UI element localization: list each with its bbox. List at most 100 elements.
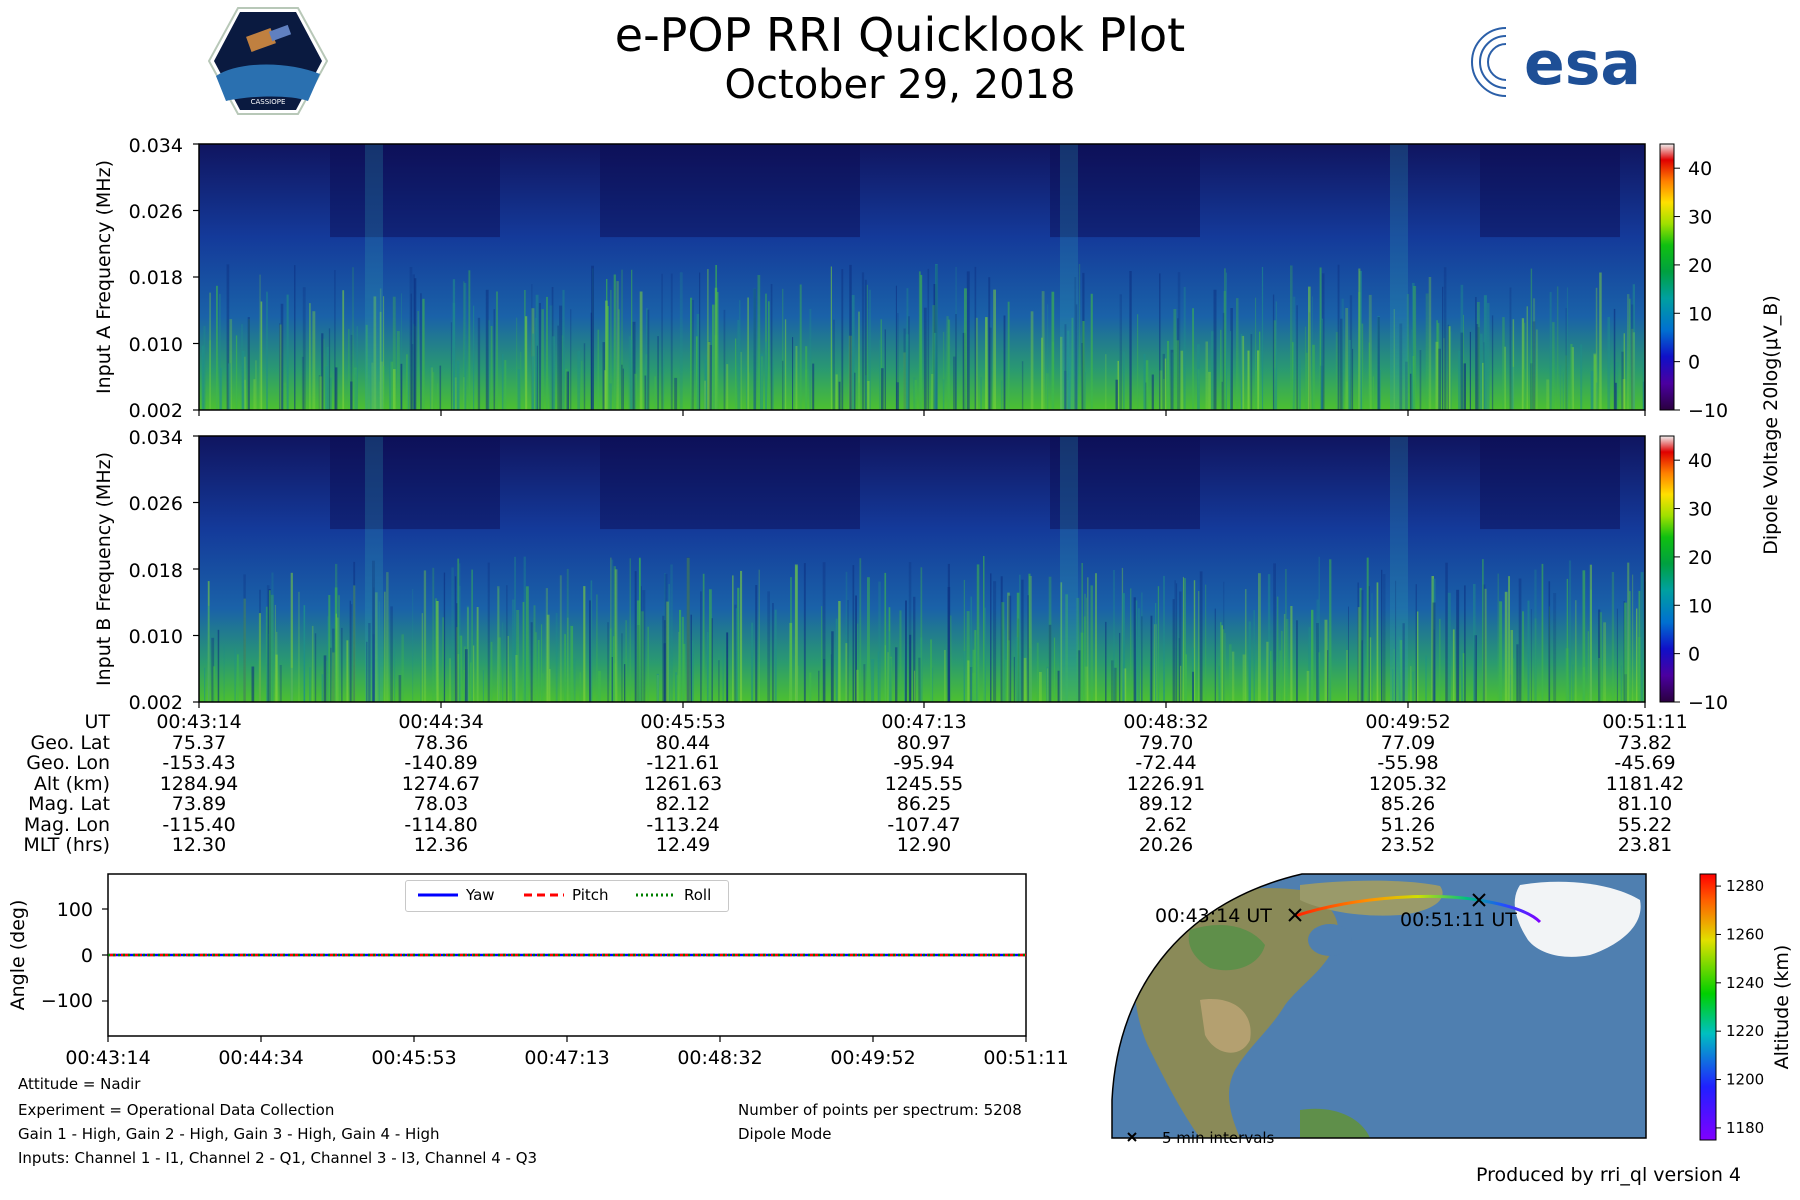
spectrogram-b-streak	[1157, 586, 1160, 702]
spectrogram-b-streak	[852, 565, 855, 702]
spectrogram-a-streak	[209, 340, 211, 410]
spectrogram-a-streak	[1631, 304, 1634, 410]
spectrogram-a-streak	[695, 336, 698, 410]
spectrogram-a-streak	[1483, 295, 1487, 410]
spectrogram-b-streak	[884, 572, 887, 702]
spectrogram-b-streak	[732, 575, 734, 702]
spectrogram-b-streak	[1346, 650, 1348, 702]
legend-pitch-label: Pitch	[572, 886, 609, 904]
spectrogram-a-streak	[244, 379, 246, 410]
spectrogram-a-streak	[946, 316, 949, 410]
spectrogram-a-streak	[931, 374, 934, 410]
spectrogram-a-streak	[1628, 298, 1631, 410]
ephemeris-value: 1284.94	[159, 772, 239, 795]
spectrogram-b-streak	[1019, 574, 1021, 702]
spectrogram-a-streak	[1151, 374, 1154, 410]
spectrogram-a-streak	[661, 273, 663, 410]
spectrogram-b-streak	[1133, 597, 1136, 702]
spectrogram-a-streak	[1487, 303, 1490, 410]
spectrogram-b-streak	[1432, 578, 1436, 702]
spectrogram-a-streak	[371, 362, 374, 410]
spectrogram-a-streak	[654, 376, 656, 410]
spectrogram-b-streak	[1381, 569, 1383, 702]
spectrogram-b-streak	[624, 664, 626, 702]
spectrogram-b-streak	[683, 643, 686, 702]
spectrogram-b-streak	[774, 609, 777, 702]
spectrogram-b-streak	[895, 647, 898, 702]
spectrogram-b-streak	[877, 651, 880, 702]
spectrogram-a-streak	[1443, 338, 1445, 410]
spectrogram-a-streak	[535, 317, 537, 410]
spectrogram-b-streak	[740, 570, 743, 702]
spectrogram-b-streak	[1456, 589, 1460, 702]
ephemeris-value: 00:51:11	[1602, 711, 1688, 733]
spectrogram-a-streak	[713, 355, 716, 410]
spectrogram-b-streak	[330, 647, 332, 702]
spectrogram-b-streak	[337, 617, 339, 702]
ephemeris-value: 79.70	[1138, 731, 1194, 754]
spectrogram-b-streak	[1141, 592, 1143, 702]
spectrogram-a-streak	[501, 353, 504, 410]
spectrogram-a-streak	[735, 338, 737, 410]
legend-pitch: Pitch	[524, 886, 609, 904]
spectrogram-b-streak	[983, 556, 985, 702]
spectrogram-b-streak	[1198, 591, 1200, 702]
spectrogram-b-streak	[456, 627, 458, 702]
spectrogram-b-streak	[1158, 610, 1160, 702]
spectrogram-b-streak	[1248, 645, 1251, 702]
spectrogram-b-streak	[918, 657, 922, 702]
ephemeris-value: 85.26	[1380, 793, 1436, 815]
spectrogram-a-streak	[536, 345, 538, 410]
spectrogram-b-streak	[1178, 638, 1180, 702]
spectrogram-b-streak	[1359, 587, 1362, 702]
spectrogram-a-streak	[1549, 292, 1552, 410]
spectrogram-a-streak	[266, 292, 268, 410]
colorbar-tick-label: 30	[1688, 207, 1712, 229]
spectrogram-b-streak	[678, 631, 680, 702]
spectrogram-a-streak	[450, 322, 452, 410]
spectrogram-b-streak	[243, 574, 246, 702]
cassiope-logo-text: CASSIOPE	[251, 98, 286, 106]
spectrogram-a-streak	[452, 279, 456, 410]
spectrogram-a-streak	[704, 380, 706, 410]
spectrogram-a-streak	[1081, 343, 1083, 410]
spectrogram-b-streak	[625, 620, 627, 702]
spectrogram-a-streak	[935, 264, 938, 410]
colorbar-tick-label: 20	[1688, 255, 1712, 277]
spectrogram-b-streak	[1587, 631, 1589, 702]
spectrogram-a-streak	[1504, 346, 1506, 410]
spectrogram-a-streak	[646, 308, 648, 410]
spectrogram-a-streak	[1521, 318, 1525, 410]
ephemeris-value: 12.30	[171, 834, 227, 856]
spectrogram-b-streak	[772, 603, 774, 702]
spectrogram-b-streak	[899, 610, 902, 702]
spectrogram-a-streak	[1435, 341, 1439, 410]
spectrogram-a-streak	[559, 305, 563, 410]
spectrogram-b-streak	[1163, 575, 1165, 702]
spectrogram-b-streak	[449, 658, 451, 702]
spectrogram-a-streak	[439, 365, 442, 410]
spectrogram-b-streak	[1185, 654, 1187, 702]
spectrogram-b-streak	[1527, 600, 1530, 702]
spectrogram-a-streak	[955, 267, 957, 410]
legend-marker	[1127, 1132, 1137, 1142]
spectrogram-b-streak	[1362, 643, 1365, 702]
spectrogram-b-streak	[976, 564, 980, 702]
spectrogram-a-streak	[602, 342, 605, 410]
spectrogram-b-streak	[1452, 629, 1455, 702]
spectrogram-b-streak	[1065, 594, 1068, 702]
spectrogram-a-streak	[350, 334, 353, 410]
spectrogram-b-streak	[533, 605, 536, 702]
spectrogram-a-streak	[830, 266, 832, 410]
spectrogram-b-streak	[476, 630, 479, 702]
spectrogram-b-streak	[1599, 612, 1602, 702]
spectrogram-b-streak	[1461, 650, 1463, 702]
spectrogram-a-streak	[1595, 382, 1598, 410]
spectrogram-a-streak	[517, 369, 521, 410]
ephemeris-value: 23.52	[1380, 834, 1436, 856]
spectrogram-b-streak	[564, 634, 566, 702]
spectrogram-a-streak	[406, 354, 408, 410]
spectrogram-b-streak	[609, 628, 612, 702]
spectrogram-b-streak	[1509, 674, 1512, 702]
spectrogram-b-streak	[372, 634, 375, 702]
